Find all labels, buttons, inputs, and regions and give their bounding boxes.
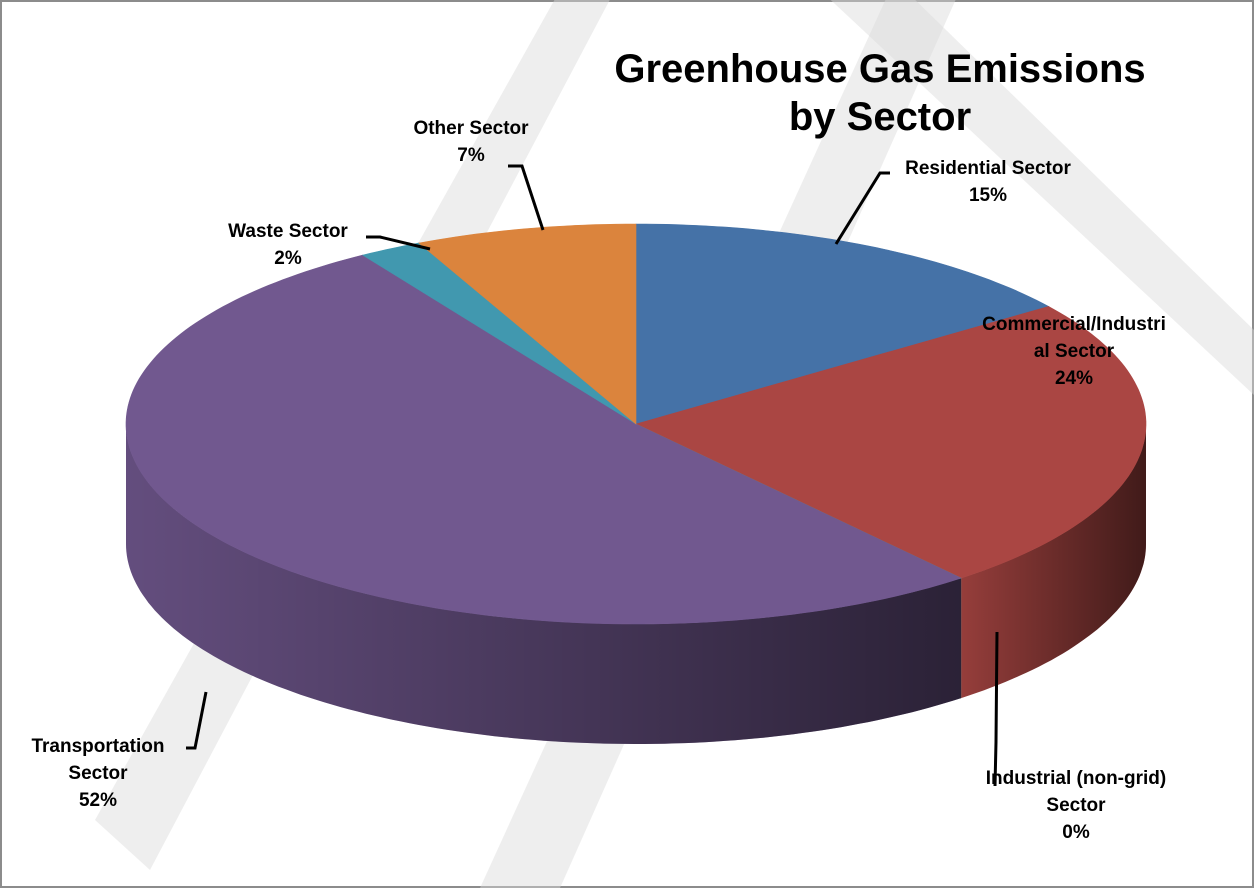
- chart-title: Greenhouse Gas Emissions by Sector: [614, 47, 1145, 139]
- pie-slice-transportation-sector: [125, 254, 962, 625]
- chart-title-line: by Sector: [789, 95, 971, 139]
- data-labels: Residential Sector 15% Commercial/Industri…: [31, 118, 1166, 843]
- data-label-line: 15%: [969, 185, 1007, 206]
- data-label-transportation-sector: Transportation Sector 52%: [31, 736, 164, 811]
- data-label-line: Sector: [68, 763, 128, 784]
- data-label-residential-sector: Residential Sector 15%: [905, 158, 1071, 206]
- data-label-line: 52%: [79, 790, 117, 811]
- pie-side-walls: [126, 424, 1146, 744]
- pie-side-shade-commercial-industrial-sector: [961, 424, 1146, 699]
- leader-line-residential-sector: [834, 171, 890, 245]
- pie-slice-commercial-industrial-sector: [635, 306, 1147, 579]
- data-label-line: Waste Sector: [228, 221, 348, 242]
- data-label-line: 2%: [274, 248, 302, 269]
- data-label-line: al Sector: [1034, 341, 1115, 362]
- data-label-line: Residential Sector: [905, 158, 1071, 179]
- pie-slice-other-sector: [418, 223, 637, 425]
- leader-line-transportation-sector: [186, 691, 208, 750]
- pie-slice-residential-sector: [635, 223, 1050, 425]
- data-label-line: Commercial/Industri: [982, 314, 1166, 335]
- leader-line-other-sector: [508, 164, 545, 231]
- data-label-line: 24%: [1055, 368, 1093, 389]
- data-label-line: 0%: [1062, 822, 1090, 843]
- data-label-line: Sector: [1046, 795, 1106, 816]
- pie-side-shade-transportation-sector: [126, 424, 962, 744]
- data-label-other-sector: Other Sector 7%: [413, 118, 529, 166]
- data-label-industrial-non-grid-sector: Industrial (non-grid) Sector 0%: [986, 768, 1166, 843]
- data-label-commercial-industrial-sector: Commercial/Industri al Sector 24%: [982, 314, 1166, 389]
- leader-lines: [186, 164, 999, 787]
- chart-title-line: Greenhouse Gas Emissions: [614, 47, 1145, 91]
- data-label-waste-sector: Waste Sector 2%: [228, 221, 348, 269]
- data-label-line: 7%: [457, 145, 485, 166]
- pie-top-face: [125, 223, 1147, 625]
- data-label-line: Transportation: [31, 736, 164, 757]
- data-label-line: Industrial (non-grid): [986, 768, 1166, 789]
- leader-line-waste-sector: [366, 235, 431, 251]
- leader-line-industrial-non-grid-sector: [993, 631, 999, 787]
- data-label-line: Other Sector: [413, 118, 529, 139]
